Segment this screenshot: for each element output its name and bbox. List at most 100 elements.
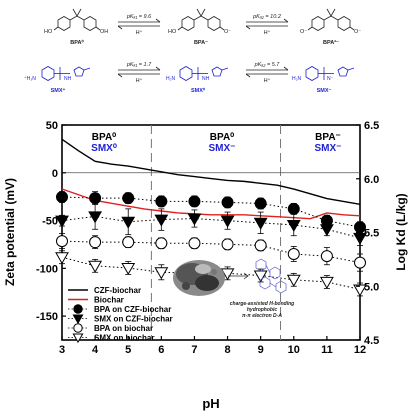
data-point xyxy=(287,202,300,215)
bpa-ho-label: HO xyxy=(44,29,53,35)
region-3-bpa-label: BPA⁻ xyxy=(315,132,341,143)
inset-mechanism-label-1: charge-assisted H-bonding xyxy=(230,301,294,307)
y2-tick-label: 4.5 xyxy=(364,335,379,347)
bpa-species-label-2: BPA⁻ xyxy=(194,40,208,46)
x-tick-label: 4 xyxy=(92,344,99,356)
y-tick-label: 0 xyxy=(52,168,58,180)
smx-anion-structure xyxy=(305,66,355,81)
data-point xyxy=(253,217,268,230)
smx-neutral-structure xyxy=(179,66,229,81)
data-point xyxy=(187,213,202,226)
bpa-speciation-row xyxy=(53,8,355,31)
data-point xyxy=(121,216,136,229)
region-3-smx-label: SMX⁻ xyxy=(315,143,342,154)
data-point xyxy=(220,215,235,228)
data-point xyxy=(154,214,169,227)
smx-equilibrium-arrow-1 xyxy=(117,66,161,78)
legend-marker xyxy=(73,304,83,314)
bpa-o-minus-label: O⁻ xyxy=(354,29,361,35)
data-point xyxy=(154,267,169,280)
data-point xyxy=(122,192,135,205)
inset-mechanism-label-3: π-π electron D-A xyxy=(242,313,282,319)
kd-series-bpa-biochar xyxy=(56,233,366,272)
data-point xyxy=(221,238,234,251)
region-divider-lines xyxy=(150,125,282,340)
bpa-equilibrium-arrow-1 xyxy=(117,18,161,30)
log-kd-series xyxy=(55,191,367,297)
smx-species-label-3: SMX⁻ xyxy=(317,88,332,94)
y2-axis-label: Log Kd (L/kg) xyxy=(394,193,408,270)
data-point xyxy=(287,248,300,260)
kd-dotted-line xyxy=(61,240,361,264)
bpa-monoanion-structure xyxy=(177,8,225,31)
data-point xyxy=(319,276,334,290)
data-point xyxy=(220,268,235,281)
bpa-species-label-3: BPA²⁻ xyxy=(323,39,339,46)
smx-speciation-row xyxy=(41,66,355,81)
region-1-smx-label: SMX⁰ xyxy=(91,143,117,154)
bpa-neutral-structure xyxy=(53,8,101,31)
data-point xyxy=(56,235,68,248)
bpa-o-minus-label: O⁻ xyxy=(224,29,231,35)
data-point xyxy=(353,232,367,245)
data-point xyxy=(55,215,69,228)
chart-area: BPA⁰ SMX⁰ BPA⁰ SMX⁻ BPA⁻ SMX⁻ 3 4 5 6 7 8 9 10 1… xyxy=(3,120,408,411)
smx-cation-structure xyxy=(41,66,91,81)
bpa-equilibrium-arrow-2 xyxy=(245,18,289,30)
smx-arrow-proton-2: H⁺ xyxy=(264,77,271,84)
bpa-arrow-proton-1: H⁺ xyxy=(136,29,143,36)
smx-species-label-1: SMX⁺ xyxy=(51,87,66,94)
x-axis-ticks: 3 4 5 6 7 8 9 10 11 12 xyxy=(59,336,366,356)
data-point xyxy=(286,274,301,287)
zeta-line-czf-biochar xyxy=(61,138,361,206)
smx-species-label-2: SMX⁰ xyxy=(191,87,206,94)
y-tick-label: -100 xyxy=(36,263,58,275)
speciation-scheme: HO OH HO O⁻ O⁻ O⁻ pKₐ₁ = 9.6 pKₐ₂ = 10.2… xyxy=(24,8,361,94)
x-tick-label: 6 xyxy=(158,344,164,356)
smx-arrow-proton-1: H⁺ xyxy=(136,77,143,84)
kd-series-bpa-czf xyxy=(56,191,366,234)
legend-marker xyxy=(72,333,84,344)
legend-label: CZF-biochar xyxy=(94,286,141,295)
adsorption-mechanism-inset: charge-assisted H-bonding hydrophobic π-… xyxy=(173,258,294,319)
y-tick-label: -150 xyxy=(36,311,58,323)
legend-label: SMX on biochar xyxy=(94,334,154,343)
x-tick-label: 8 xyxy=(224,344,230,356)
region-labels: BPA⁰ SMX⁰ BPA⁰ SMX⁻ BPA⁻ SMX⁻ xyxy=(91,132,341,154)
x-tick-label: 9 xyxy=(258,344,264,356)
smx-pka1-label: pKₐ₁ = 1.7 xyxy=(126,62,152,68)
data-point xyxy=(188,237,201,250)
region-1-bpa-label: BPA⁰ xyxy=(92,132,116,143)
y-tick-label: 50 xyxy=(46,120,58,132)
kd-series-smx-biochar xyxy=(55,250,367,297)
bpa-pka1-label: pKₐ₁ = 9.6 xyxy=(126,14,152,20)
legend-label: BPA on CZF-biochar xyxy=(94,305,171,314)
data-point xyxy=(319,224,334,237)
kd-series-smx-czf xyxy=(55,203,367,246)
data-point xyxy=(155,195,168,208)
data-point xyxy=(286,219,301,233)
legend-label: Biochar xyxy=(94,296,124,305)
adsorbate-molecules-sketch xyxy=(228,258,287,294)
bpa-arrow-proton-2: H⁺ xyxy=(264,29,271,36)
data-point xyxy=(122,236,135,249)
kd-dotted-line xyxy=(61,215,361,239)
smx-equilibrium-arrow-2 xyxy=(245,66,289,78)
data-point xyxy=(88,260,103,273)
data-point xyxy=(254,239,267,252)
y-axis-label: Zeta potential (mV) xyxy=(3,178,17,286)
legend-label: SMX on CZF-biochar xyxy=(94,315,173,324)
data-point xyxy=(188,195,201,208)
y2-tick-label: 6.0 xyxy=(364,174,379,186)
x-tick-label: 5 xyxy=(125,344,131,356)
y2-tick-label: 5.5 xyxy=(364,228,379,240)
data-point xyxy=(353,284,367,297)
zeta-potential-lines xyxy=(61,138,361,220)
x-tick-label: 11 xyxy=(321,344,333,356)
bpa-dianion-structure xyxy=(307,8,355,31)
legend-marker xyxy=(73,323,83,333)
region-2-bpa-label: BPA⁰ xyxy=(210,132,234,143)
biochar-particle-image xyxy=(173,260,225,296)
x-axis-label: pH xyxy=(202,396,219,411)
inset-mechanism-label-2: hydrophobic xyxy=(247,307,277,313)
